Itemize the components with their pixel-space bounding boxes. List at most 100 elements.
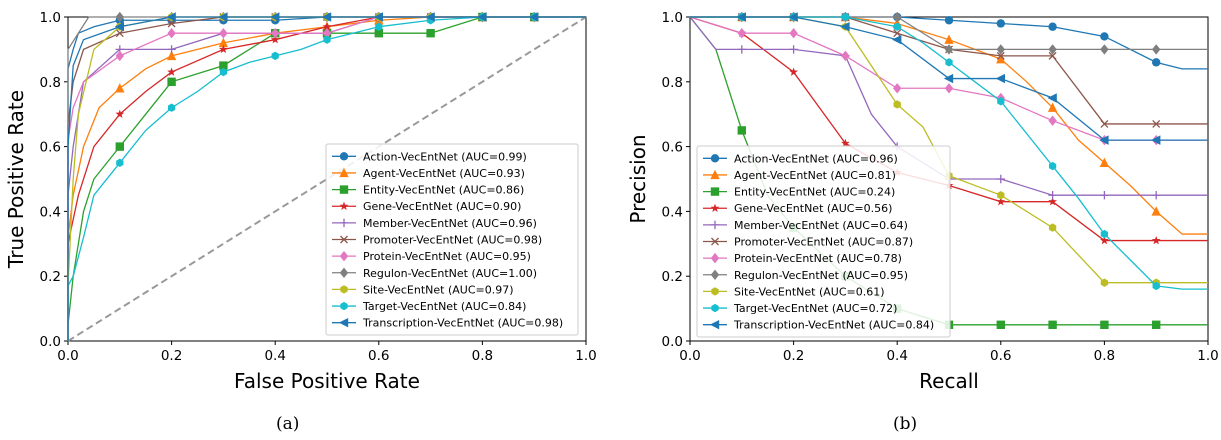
pr-data-point: [892, 34, 902, 45]
pr-data-point: [1152, 119, 1161, 128]
pr-x-tick-label: 0.6: [990, 348, 1011, 364]
roc-data-point: [219, 61, 228, 70]
pr-data-point: [1100, 278, 1109, 287]
roc-y-axis-label: True Positive Rate: [4, 90, 28, 269]
pr-data-point: [944, 83, 954, 94]
roc-legend-label: Member-VecEntNet (AUC=0.96): [363, 217, 537, 230]
roc-x-tick-label: 0.8: [472, 348, 493, 364]
roc-data-point: [166, 12, 176, 22]
roc-series-line: [67, 16, 586, 341]
roc-data-point: [271, 28, 280, 39]
pr-data-point: [1100, 320, 1109, 329]
roc-data-point: [167, 19, 176, 28]
pr-legend-marker: [710, 269, 720, 280]
roc-data-point: [116, 158, 124, 167]
pr-legend-marker: [710, 169, 720, 180]
roc-data-point: [321, 12, 332, 22]
pr-data-point: [1048, 44, 1057, 55]
caption-a: (a): [276, 414, 300, 434]
pr-legend-label: Site-VecEntNet (AUC=0.61): [734, 285, 885, 298]
roc-series-line: [67, 16, 586, 341]
roc-legend-marker: [339, 201, 349, 210]
pr-x-tick-label: 0.4: [886, 348, 907, 364]
pr-legend-marker: [711, 237, 719, 246]
pr-data-point: [893, 29, 902, 38]
pr-y-tick-label: 0.0: [662, 334, 683, 350]
roc-x-tick-label: 1.0: [575, 348, 596, 364]
pr-data-point: [789, 45, 798, 54]
pr-data-point: [1152, 320, 1161, 329]
pr-series-5: [690, 13, 1208, 128]
pr-data-point: [997, 191, 1005, 200]
roc-legend-label: Entity-VecEntNet (AUC=0.86): [363, 184, 524, 197]
roc-series-10: [67, 12, 586, 341]
roc-data-point: [271, 51, 279, 61]
roc-data-point: [166, 50, 177, 61]
roc-data-point: [270, 12, 280, 22]
roc-legend-marker: [340, 285, 348, 294]
pr-data-point: [944, 34, 954, 44]
pr-legend-marker: [709, 319, 720, 330]
pr-data-point: [1100, 44, 1109, 55]
pr-data-point: [736, 12, 746, 22]
caption-b: (b): [893, 414, 918, 434]
pr-legend-marker: [711, 303, 719, 313]
pr-data-point: [996, 19, 1005, 28]
pr-legend-box: [696, 145, 951, 338]
pr-data-point: [1099, 157, 1110, 167]
pr-data-point: [789, 67, 798, 76]
roc-data-point: [218, 12, 228, 22]
pr-plot-area: [689, 12, 1208, 329]
pr-data-point: [995, 73, 1005, 84]
roc-legend-marker: [339, 250, 349, 262]
pr-y-tick-label: 1.0: [662, 10, 683, 26]
roc-legend-label: Agent-VecEntNet (AUC=0.93): [363, 167, 525, 180]
pr-data-point: [1152, 191, 1161, 200]
roc-data-point: [425, 12, 435, 22]
pr-legend-label: Promoter-VecEntNet (AUC=0.87): [734, 236, 913, 249]
pr-data-point: [789, 28, 798, 39]
roc-data-point: [322, 28, 332, 39]
roc-data-point: [529, 12, 539, 22]
pr-data-point: [945, 58, 953, 67]
roc-plot-area: [67, 12, 587, 342]
pr-y-tick-label: 0.8: [662, 75, 683, 91]
pr-data-point: [1152, 44, 1161, 55]
roc-x-tick-label: 0.2: [161, 348, 182, 364]
pr-data-point: [1047, 102, 1058, 112]
pr-legend-label: Entity-VecEntNet (AUC=0.24): [734, 186, 895, 199]
pr-data-point: [996, 174, 1005, 184]
pr-series-10: [690, 12, 1208, 145]
roc-data-point: [115, 29, 124, 38]
pr-legend-label: Transcription-VecEntNet (AUC=0.84): [733, 319, 934, 332]
roc-legend-marker: [339, 267, 349, 278]
roc-x-tick-label: 0.0: [57, 348, 78, 364]
pr-data-point: [737, 45, 746, 54]
pr-legend-marker: [710, 203, 720, 212]
pr-data-point: [1100, 229, 1109, 239]
pr-legend-marker: [710, 154, 720, 163]
pr-data-point: [1099, 135, 1109, 145]
roc-legend-marker: [339, 152, 349, 161]
roc-chart-panel: 0.0 0.2 0.4 0.6 0.8 1.0 0.0 0.2 0.4 0.6 0.8 1.0 Fals…: [4, 10, 597, 393]
pr-data-point: [893, 12, 902, 23]
roc-y-tick-label: 0.4: [40, 204, 61, 220]
roc-x-tick-label: 0.4: [264, 348, 285, 364]
pr-legend: Action-VecEntNet (AUC=0.96) Agent-VecEntN…: [696, 145, 951, 338]
pr-chart-panel: 0.0 0.2 0.4 0.6 0.8 1.0 0.0 0.2 0.4 0.6 0.8 1.0 Reca…: [626, 10, 1219, 393]
roc-data-point: [375, 22, 383, 31]
pr-data-point: [788, 12, 798, 22]
roc-y-tick-label: 0.2: [40, 269, 61, 285]
pr-data-point: [841, 12, 850, 22]
pr-legend-marker: [710, 220, 720, 230]
roc-legend-label: Regulon-VecEntNet (AUC=1.00): [363, 267, 537, 280]
roc-data-point: [115, 109, 125, 118]
roc-data-point: [167, 45, 176, 54]
roc-legend-label: Action-VecEntNet (AUC=0.99): [363, 150, 527, 163]
pr-data-point: [944, 44, 954, 55]
roc-legend-label: Target-VecEntNet (AUC=0.84): [362, 300, 526, 313]
pr-data-point: [1151, 235, 1161, 245]
roc-data-point: [218, 37, 229, 48]
roc-data-point: [219, 28, 228, 39]
roc-data-point: [323, 35, 331, 44]
